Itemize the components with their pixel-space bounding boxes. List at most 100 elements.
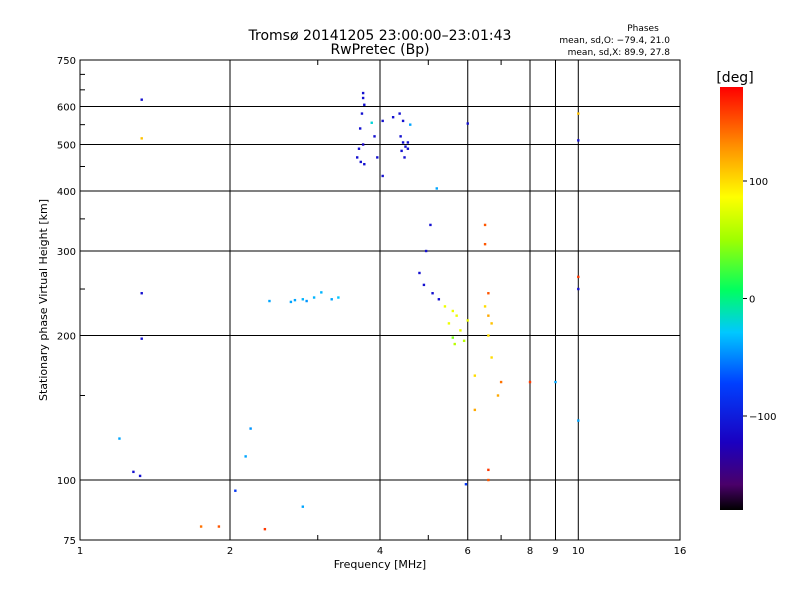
data-point (301, 505, 305, 508)
data-point (305, 299, 308, 303)
data-point (330, 298, 333, 301)
data-point (244, 455, 247, 458)
data-point (361, 96, 365, 100)
x-tick-label: 8 (527, 546, 533, 557)
data-point (437, 298, 441, 301)
data-point (363, 103, 366, 106)
data-point (473, 408, 477, 412)
data-point (453, 342, 456, 346)
data-point (528, 380, 532, 384)
data-point (357, 147, 361, 150)
data-point (398, 112, 401, 115)
data-point (199, 525, 203, 528)
data-point (140, 292, 143, 295)
y-tick-label: 100 (57, 476, 76, 487)
stats-header: Phases (627, 24, 659, 34)
data-point (418, 271, 421, 275)
data-point (487, 478, 490, 482)
data-point (361, 91, 365, 95)
data-point (132, 470, 135, 474)
data-point (293, 298, 297, 302)
data-point (360, 112, 364, 115)
data-point (263, 527, 267, 531)
grid-lines (80, 60, 680, 540)
data-point (483, 305, 487, 308)
x-tick-label: 16 (674, 546, 687, 557)
data-point (404, 145, 407, 148)
data-point (140, 337, 143, 340)
data-point (268, 299, 271, 303)
x-axis-label: Frequency [MHz] (334, 558, 426, 571)
y-tick-label: 300 (57, 247, 76, 258)
data-point (554, 380, 557, 384)
data-point (381, 174, 384, 178)
colorbar (720, 87, 743, 510)
data-point (466, 319, 469, 322)
scatter-points (118, 91, 580, 531)
colorbar-tick-label: −100 (749, 412, 776, 423)
data-point (499, 380, 503, 384)
data-point (422, 283, 426, 287)
data-point (577, 112, 580, 115)
colorbar-tick-label: 100 (749, 177, 768, 188)
data-point (447, 322, 451, 325)
data-point (451, 336, 455, 339)
data-point (320, 291, 323, 294)
data-point (381, 119, 384, 123)
data-point (487, 468, 490, 472)
data-point (473, 374, 477, 377)
data-point (249, 427, 252, 430)
chart-subtitle: RwPretec (Bp) (330, 42, 429, 58)
data-point (466, 122, 469, 125)
data-point (431, 292, 434, 295)
data-point (337, 296, 340, 299)
data-point (577, 287, 580, 291)
data-point (424, 249, 428, 253)
y-tick-label: 200 (57, 332, 76, 343)
data-point (401, 141, 405, 144)
data-point (577, 419, 580, 422)
data-point (490, 322, 493, 325)
y-axis-label: Stationary phase Virtual Height [km] (37, 199, 50, 401)
x-tick-label: 6 (465, 546, 471, 557)
y-tick-label: 500 (57, 141, 76, 152)
data-point (443, 305, 447, 308)
data-point (370, 121, 373, 124)
data-point (429, 223, 432, 227)
data-point (403, 156, 406, 159)
data-point (140, 98, 143, 101)
data-point (376, 156, 379, 159)
x-tick-label: 9 (552, 546, 558, 557)
data-point (462, 339, 466, 343)
data-point (373, 135, 376, 138)
data-point (406, 147, 410, 150)
data-point (289, 300, 293, 304)
data-point (217, 525, 221, 528)
x-tick-label: 2 (227, 546, 233, 557)
x-tick-label: 10 (572, 546, 585, 557)
data-point (409, 123, 412, 126)
data-point (140, 137, 143, 140)
data-point (358, 127, 362, 130)
data-point (490, 356, 493, 359)
stats-line-x: mean, sd,X: 89.9, 27.8 (568, 48, 671, 58)
data-point (483, 242, 487, 246)
data-point (301, 298, 305, 301)
y-tick-label: 600 (57, 103, 76, 114)
x-tick-label: 1 (77, 546, 83, 557)
y-tick-label: 400 (57, 187, 76, 198)
data-point (496, 394, 500, 397)
colorbar-ticks: 100 0 −100 (743, 177, 776, 423)
data-point (400, 149, 403, 153)
data-point (459, 329, 462, 332)
data-point (355, 156, 359, 159)
x-tick-label: 4 (377, 546, 383, 557)
data-point (455, 314, 458, 317)
data-point (118, 437, 121, 440)
axes: 1 2 4 6 8 9 10 16 75 100 200 300 400 500 600 750 (57, 56, 686, 557)
colorbar-label: [deg] (716, 70, 753, 86)
data-point (401, 119, 405, 123)
data-point (363, 162, 366, 166)
data-point (406, 141, 410, 144)
